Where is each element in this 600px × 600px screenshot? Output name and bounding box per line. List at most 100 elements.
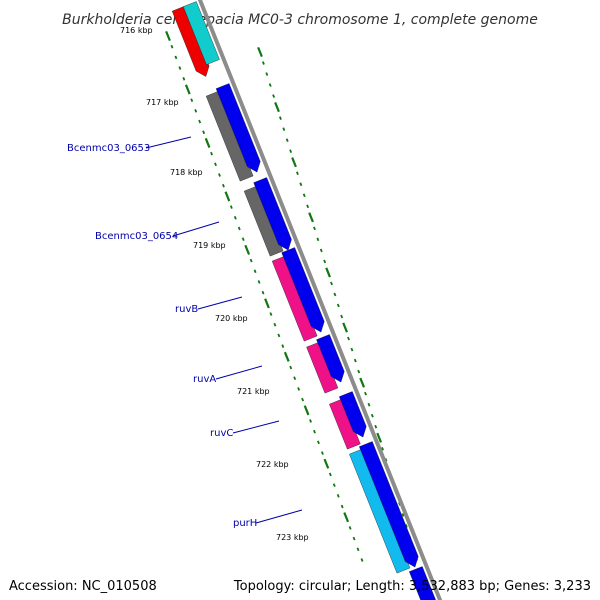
scale-tick <box>214 162 217 167</box>
scale-tick <box>253 269 257 274</box>
kbp-label: 722 kbp <box>256 460 289 469</box>
scale-tick <box>296 171 299 176</box>
scale-tick <box>229 205 233 209</box>
scale-tick <box>357 369 361 374</box>
kbp-label: 719 kbp <box>193 241 226 250</box>
scale-tick <box>332 483 336 487</box>
scale-tick <box>352 536 356 541</box>
scale-tick <box>178 66 182 70</box>
scale-tick <box>313 429 316 434</box>
scale-tick <box>165 30 171 42</box>
scale-tick <box>274 102 280 113</box>
scale-tick <box>303 405 310 416</box>
scale-tick <box>347 336 350 341</box>
genome-backbone <box>197 0 443 600</box>
scale-tick <box>360 558 364 562</box>
kbp-label: 716 kbp <box>120 26 153 35</box>
scale-tick <box>282 127 286 131</box>
feature-top-teal <box>183 1 220 65</box>
scale-tick <box>367 402 371 407</box>
scale-tick <box>350 347 354 352</box>
scale-tick <box>261 290 265 295</box>
scale-tick <box>272 94 276 98</box>
forward-arrow <box>253 177 292 251</box>
scale-tick <box>353 358 357 363</box>
scale-tick <box>264 298 270 309</box>
gene-label-connector <box>172 221 220 237</box>
scale-tick <box>261 61 265 65</box>
scale-tick <box>301 397 305 402</box>
gene-label-connector <box>232 420 280 434</box>
scale-tick <box>316 237 320 242</box>
scale-tick <box>233 215 237 220</box>
gene-label: Bcenmc03_0654 <box>95 231 178 242</box>
scale-tick <box>340 314 344 319</box>
scale-tick <box>374 424 378 429</box>
kbp-labels: 716 kbp 717 kbp 718 kbp 719 kbp 720 kbp 721 k… <box>120 26 309 542</box>
scale-tick <box>336 303 340 308</box>
forward-arrow <box>409 566 436 600</box>
scale-tick <box>257 280 261 284</box>
scale-tick <box>221 183 225 188</box>
scale-tick <box>376 432 383 443</box>
scale-tick <box>348 526 352 530</box>
scale-tick <box>190 98 194 102</box>
scale-tick <box>265 72 269 76</box>
scale-tick <box>194 109 198 113</box>
scale-tick <box>283 351 290 362</box>
scale-tick <box>297 387 301 391</box>
gene-label-connector <box>255 509 303 524</box>
scale-tick <box>309 419 312 423</box>
scale-tick <box>273 322 277 327</box>
scale-tick <box>336 494 340 498</box>
scale-tick <box>320 451 324 455</box>
scale-tick <box>302 193 306 198</box>
scale-tick <box>182 76 186 81</box>
scale-tick <box>313 226 316 231</box>
scale-tick <box>202 130 206 135</box>
scale-tick <box>370 413 374 418</box>
scale-tick <box>328 472 332 477</box>
scale-tick <box>401 513 405 517</box>
scale-tick <box>343 512 350 523</box>
scale-tick <box>381 446 384 451</box>
scale-tick <box>184 84 191 95</box>
gene-label: ruvC <box>210 428 233 439</box>
forward-arrow <box>359 441 419 568</box>
kbp-label: 717 kbp <box>146 98 179 107</box>
scale-tick <box>291 157 297 168</box>
scale-dots <box>165 30 422 572</box>
gene-label: purH <box>233 518 257 529</box>
scale-tick <box>281 344 285 348</box>
scale-tick <box>198 119 202 124</box>
scale-tick <box>404 524 408 528</box>
scale-tick <box>278 116 282 120</box>
scale-tick <box>319 248 323 253</box>
scale-tick <box>237 226 241 231</box>
scale-tick <box>249 258 253 263</box>
gene-label-connector <box>145 136 192 149</box>
gene-labels: Bcenmc03_0653 Bcenmc03_0654 ruvB ruvA ruvC pu… <box>67 136 303 529</box>
scale-tick <box>356 547 360 552</box>
scale-tick <box>257 46 263 58</box>
scale-tick <box>285 138 289 142</box>
scale-tick <box>364 391 367 396</box>
kbp-label: 723 kbp <box>276 533 309 542</box>
scale-tick <box>269 312 273 316</box>
forward-arrow <box>339 391 367 438</box>
scale-tick <box>224 191 231 202</box>
scale-tick <box>174 55 178 60</box>
scale-tick <box>241 237 245 242</box>
scale-tick <box>308 212 314 223</box>
forward-arrow <box>281 247 325 333</box>
scale-tick <box>277 333 281 338</box>
forward-arrow <box>316 334 345 383</box>
scale-tick <box>204 137 211 148</box>
scale-tick <box>244 244 251 255</box>
scale-tick <box>325 267 331 278</box>
scale-tick <box>359 377 366 388</box>
gene-label: Bcenmc03_0653 <box>67 143 150 154</box>
scale-tick <box>210 151 213 156</box>
gene-label-connector <box>215 365 263 380</box>
